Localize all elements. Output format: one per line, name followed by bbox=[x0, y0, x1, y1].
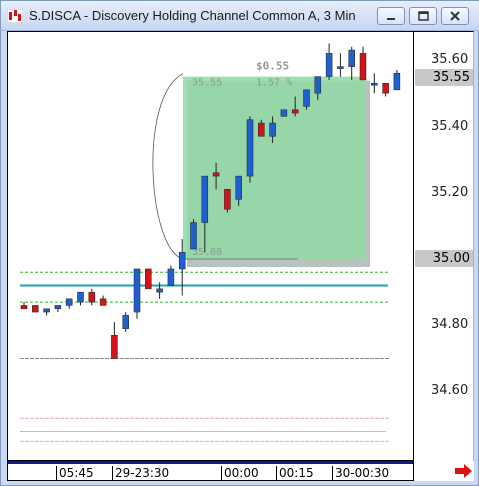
candle-body bbox=[212, 172, 220, 177]
candle-body bbox=[291, 109, 299, 114]
price-label: 34.80 bbox=[431, 317, 469, 332]
candle-body bbox=[99, 298, 107, 306]
candle-body bbox=[54, 305, 62, 309]
candle-body bbox=[382, 82, 389, 94]
close-button[interactable] bbox=[441, 7, 469, 25]
price-label: 35.20 bbox=[431, 185, 469, 200]
candle-body bbox=[258, 122, 265, 137]
candle-body bbox=[269, 122, 276, 137]
candle-body bbox=[178, 252, 186, 270]
candle-body bbox=[111, 335, 118, 359]
candle-body bbox=[133, 268, 141, 313]
candle-body bbox=[43, 308, 50, 313]
minimize-icon bbox=[387, 18, 395, 20]
time-label: 00:15 bbox=[276, 466, 314, 480]
minimize-button[interactable] bbox=[377, 7, 405, 25]
candle-body bbox=[201, 175, 209, 223]
corner-strip bbox=[414, 461, 474, 481]
price-chart-area[interactable]: $0.55 35.55 1.57 % 35.00 bbox=[7, 31, 414, 461]
maximize-icon bbox=[418, 11, 429, 21]
candle-body bbox=[303, 89, 310, 107]
candlestick-chart: $0.55 35.55 1.57 % 35.00 bbox=[20, 43, 401, 442]
candle-body bbox=[77, 291, 84, 303]
time-label: 05:45 bbox=[56, 466, 94, 480]
candle-body bbox=[337, 66, 344, 69]
candle-body bbox=[325, 53, 333, 77]
percent-label: 1.57 % bbox=[256, 78, 292, 89]
current-price-marker: 35.55 bbox=[415, 69, 473, 86]
candle-body bbox=[348, 49, 355, 67]
candle-body bbox=[167, 268, 175, 286]
close-icon bbox=[450, 11, 460, 21]
candle-body bbox=[246, 119, 254, 177]
measure-box bbox=[183, 76, 366, 259]
candle-body bbox=[32, 305, 39, 313]
price-axis bbox=[414, 31, 474, 461]
time-axis: 05:45 29-23:30 00:00 00:15 30-00:30 bbox=[7, 461, 414, 481]
candle-body bbox=[88, 291, 96, 303]
candle-body bbox=[393, 73, 401, 91]
candle-body bbox=[371, 82, 378, 86]
candle-body bbox=[65, 298, 73, 306]
price-label: 34.60 bbox=[431, 383, 469, 398]
price-label: 35.40 bbox=[431, 119, 469, 134]
measure-arc bbox=[152, 73, 184, 260]
candle-body bbox=[280, 109, 288, 117]
title-bar[interactable]: S.DISCA - Discovery Holding Channel Comm… bbox=[1, 1, 479, 31]
top-price-label: 35.55 bbox=[192, 78, 222, 89]
candle-body bbox=[359, 53, 367, 81]
scroll-right-arrow-icon[interactable] bbox=[455, 464, 473, 478]
candle-body bbox=[20, 305, 28, 309]
bottom-price-label: 35.00 bbox=[192, 247, 222, 258]
candle-body bbox=[145, 268, 152, 290]
app-icon bbox=[7, 9, 23, 23]
time-label: 30-00:30 bbox=[332, 466, 389, 480]
price-label: 35.60 bbox=[431, 52, 469, 67]
candle-body bbox=[190, 222, 197, 250]
time-label: 00:00 bbox=[221, 466, 259, 480]
level-price-marker: 35.00 bbox=[415, 250, 473, 267]
candle-body bbox=[314, 76, 322, 94]
maximize-button[interactable] bbox=[409, 7, 437, 25]
candle-body bbox=[235, 175, 242, 200]
candle-body bbox=[224, 189, 231, 210]
change-label: $0.55 bbox=[256, 60, 289, 73]
window-title: S.DISCA - Discovery Holding Channel Comm… bbox=[29, 8, 356, 23]
candle-body bbox=[122, 315, 129, 329]
candle-body bbox=[156, 288, 163, 293]
time-label: 29-23:30 bbox=[112, 466, 169, 480]
